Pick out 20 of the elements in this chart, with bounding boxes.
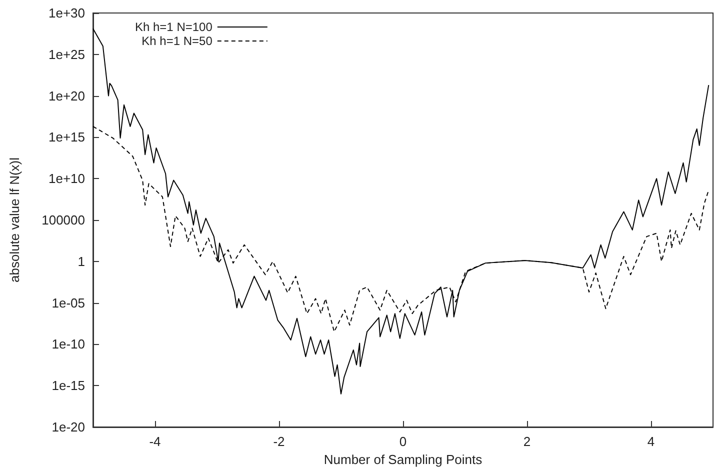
y-tick-label: 1e-20: [52, 420, 85, 434]
x-tick-label: 4: [647, 434, 655, 449]
y-tick-label: 1e+10: [48, 171, 85, 186]
y-tick-label: 1e+30: [48, 6, 85, 20]
x-tick-label: 0: [399, 434, 407, 449]
x-tick-label: 2: [523, 434, 531, 449]
y-axis-title: absolute value lf N(x)l: [7, 157, 22, 282]
y-tick-label: 1: [78, 254, 85, 269]
x-tick-label: -2: [273, 434, 285, 449]
y-tick-label: 1e+20: [48, 88, 85, 104]
y-tick-label: 1e+25: [48, 46, 85, 62]
y-tick-label: 1e+15: [48, 130, 85, 145]
y-tick-label: 100000: [42, 212, 85, 228]
legend-label: Kh h=1 N=100: [134, 20, 213, 34]
x-tick-label: -4: [149, 434, 161, 449]
y-tick-label: 1e-05: [52, 295, 85, 310]
y-tick-label: 1e-15: [52, 378, 85, 394]
y-tick-label: 1e-10: [52, 336, 85, 352]
x-axis-title: Number of Sampling Points: [324, 452, 483, 467]
legend-label: Kh h=1 N=50: [142, 34, 213, 48]
